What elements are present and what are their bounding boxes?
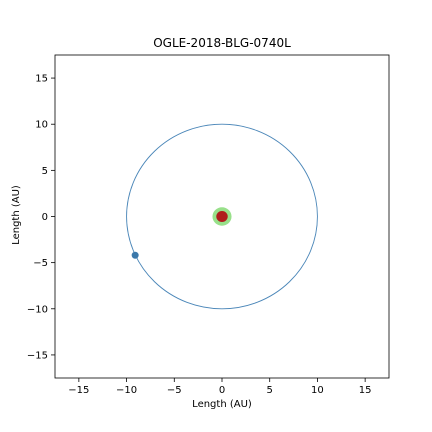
x-tick-label: −10 — [116, 385, 137, 396]
chart-title: OGLE-2018-BLG-0740L — [153, 36, 291, 50]
x-axis-label: Length (AU) — [192, 399, 252, 410]
y-axis: −15 −10 −5 0 5 10 15 — [27, 74, 55, 361]
x-tick-label: 15 — [359, 385, 372, 396]
x-tick-label: −15 — [68, 385, 89, 396]
y-axis-label: Length (AU) — [11, 185, 22, 245]
y-tick-label: 10 — [35, 120, 48, 131]
y-tick-label: 0 — [42, 212, 48, 223]
plot-area — [54, 54, 390, 379]
orbit-circle — [126, 123, 318, 310]
x-axis: −15 −10 −5 0 5 10 15 — [68, 378, 372, 396]
star-point — [216, 210, 228, 223]
planet-point — [131, 251, 139, 259]
y-tick-label: −5 — [33, 258, 48, 269]
y-tick-label: 15 — [35, 74, 48, 85]
y-tick-label: 5 — [42, 166, 48, 177]
x-tick-label: 0 — [219, 385, 225, 396]
y-tick-label: −10 — [27, 304, 48, 315]
x-tick-label: −5 — [167, 385, 182, 396]
x-tick-label: 5 — [267, 385, 273, 396]
y-tick-label: −15 — [27, 350, 48, 361]
x-tick-label: 10 — [311, 385, 324, 396]
